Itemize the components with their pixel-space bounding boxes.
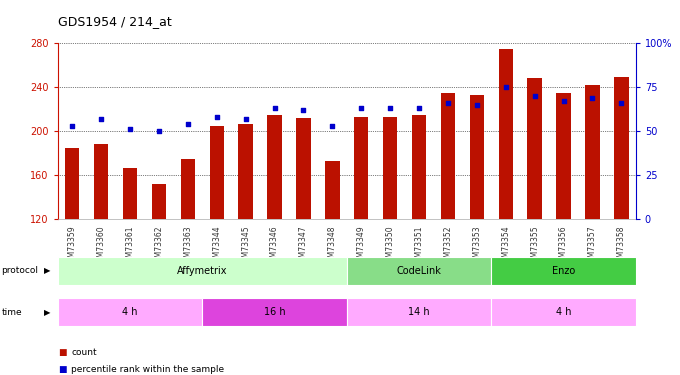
Point	[298, 107, 309, 113]
Point	[587, 95, 598, 101]
Text: 14 h: 14 h	[408, 307, 430, 317]
Text: ▶: ▶	[44, 266, 50, 275]
Bar	[325, 161, 339, 219]
Bar	[492, 257, 636, 285]
Text: time: time	[1, 308, 22, 316]
Bar	[58, 298, 203, 326]
Text: 4 h: 4 h	[556, 307, 571, 317]
Point	[211, 114, 222, 120]
Point	[327, 123, 338, 129]
Bar	[65, 148, 80, 219]
Bar	[239, 123, 253, 219]
Point	[500, 84, 511, 90]
Text: percentile rank within the sample: percentile rank within the sample	[71, 365, 224, 374]
Text: count: count	[71, 348, 97, 357]
Bar	[441, 93, 455, 219]
Point	[269, 105, 280, 111]
Point	[385, 105, 396, 111]
Bar	[267, 115, 282, 219]
Point	[96, 116, 107, 122]
Bar	[528, 78, 542, 219]
Point	[154, 128, 165, 134]
Text: ■: ■	[58, 365, 67, 374]
Bar	[152, 184, 166, 219]
Point	[443, 100, 454, 106]
Bar	[492, 298, 636, 326]
Point	[616, 100, 627, 106]
Bar	[209, 126, 224, 219]
Point	[356, 105, 367, 111]
Text: Affymetrix: Affymetrix	[177, 266, 228, 276]
Text: ▶: ▶	[44, 308, 50, 316]
Point	[413, 105, 424, 111]
Bar	[585, 85, 600, 219]
Point	[240, 116, 251, 122]
Point	[558, 98, 569, 104]
Text: protocol: protocol	[1, 266, 38, 275]
Bar	[614, 77, 628, 219]
Point	[182, 121, 193, 127]
Bar	[347, 298, 492, 326]
Text: 4 h: 4 h	[122, 307, 138, 317]
Text: CodeLink: CodeLink	[396, 266, 441, 276]
Text: 16 h: 16 h	[264, 307, 286, 317]
Bar	[383, 117, 397, 219]
Bar	[347, 257, 492, 285]
Point	[67, 123, 78, 129]
Bar	[296, 118, 311, 219]
Text: ■: ■	[58, 348, 67, 357]
Bar	[203, 298, 347, 326]
Bar	[354, 117, 369, 219]
Bar	[498, 49, 513, 219]
Bar	[556, 93, 571, 219]
Text: GDS1954 / 214_at: GDS1954 / 214_at	[58, 15, 171, 28]
Point	[529, 93, 540, 99]
Bar	[94, 144, 108, 219]
Bar	[470, 95, 484, 219]
Bar	[123, 168, 137, 219]
Bar	[58, 257, 347, 285]
Point	[124, 126, 135, 132]
Point	[471, 102, 482, 108]
Bar	[181, 159, 195, 219]
Bar	[412, 115, 426, 219]
Text: Enzo: Enzo	[552, 266, 575, 276]
